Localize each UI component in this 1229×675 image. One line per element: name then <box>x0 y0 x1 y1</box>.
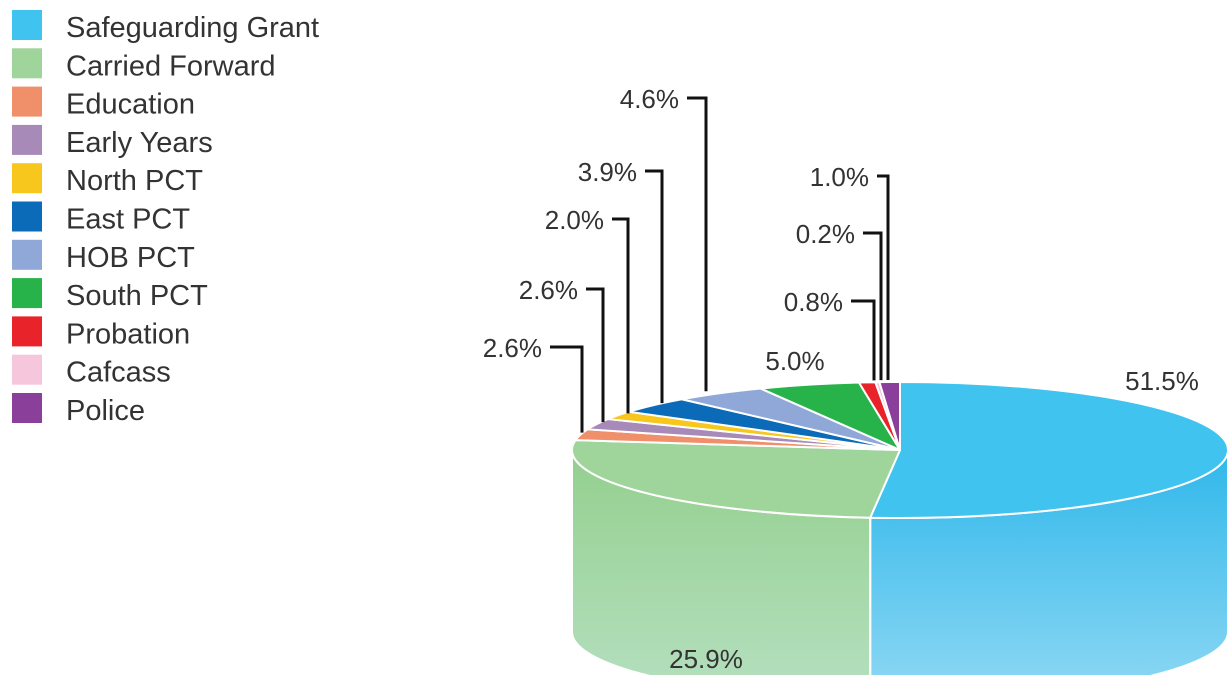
legend-item-education: Education <box>12 86 195 121</box>
legend-swatch-education <box>12 86 42 117</box>
legend-swatch-early-years <box>12 124 42 155</box>
legend-swatch-east-pct <box>12 201 42 232</box>
leader-line-hob-pct <box>687 96 708 392</box>
leader-line-cafcass <box>863 231 883 381</box>
pie-side-walls <box>571 449 1229 675</box>
legend-swatch-south-pct <box>12 278 42 309</box>
leader-line-early-years <box>586 287 605 423</box>
data-label-early-years: 2.6% <box>519 275 578 305</box>
legend-item-south-pct: South PCT <box>12 278 208 312</box>
legend-label-police: Police <box>66 395 145 427</box>
legend-label-cafcass: Cafcass <box>66 357 171 389</box>
leader-lines <box>550 96 890 433</box>
data-labels: 51.5% 25.9% 2.6% 2.6% 2.0% 3.9% 4.6% 5.0% 0.8% 0.… <box>483 84 1199 674</box>
legend: Safeguarding Grant Carried Forward Educati… <box>12 10 319 427</box>
legend-label-east-pct: East PCT <box>66 204 190 236</box>
legend-item-police: Police <box>12 393 145 427</box>
legend-item-early-years: Early Years <box>12 124 213 159</box>
leader-line-education <box>550 345 584 433</box>
legend-swatch-probation <box>12 316 42 347</box>
legend-label-probation: Probation <box>66 318 190 350</box>
legend-item-safeguarding-grant: Safeguarding Grant <box>12 10 319 44</box>
data-label-safeguarding-grant: 51.5% <box>1125 366 1199 396</box>
legend-swatch-carried-forward <box>12 48 42 79</box>
legend-item-east-pct: East PCT <box>12 201 190 236</box>
data-label-education: 2.6% <box>483 333 542 363</box>
legend-swatch-safeguarding-grant <box>12 10 42 40</box>
legend-label-hob-pct: HOB PCT <box>66 242 195 274</box>
legend-label-south-pct: South PCT <box>66 280 208 312</box>
legend-item-hob-pct: HOB PCT <box>12 239 195 274</box>
legend-label-carried-forward: Carried Forward <box>66 50 276 82</box>
legend-swatch-police <box>12 393 42 423</box>
data-label-police: 1.0% <box>810 162 869 192</box>
legend-label-early-years: Early Years <box>66 127 213 159</box>
legend-swatch-hob-pct <box>12 239 42 270</box>
data-label-carried-forward: 25.9% <box>669 644 743 674</box>
data-label-north-pct: 2.0% <box>545 205 604 235</box>
legend-item-probation: Probation <box>12 316 190 350</box>
legend-item-north-pct: North PCT <box>12 163 203 197</box>
leader-line-north-pct <box>612 217 630 414</box>
pie-slice-carried-forward <box>571 439 901 519</box>
legend-item-carried-forward: Carried Forward <box>12 48 276 82</box>
legend-label-north-pct: North PCT <box>66 165 203 197</box>
legend-swatch-cafcass <box>12 354 42 385</box>
pie-top-surface <box>571 381 1229 519</box>
pie-slice-safeguarding-grant <box>869 381 1229 519</box>
legend-label-education: Education <box>66 89 195 121</box>
legend-swatch-north-pct <box>12 163 42 194</box>
leader-line-police <box>877 174 890 381</box>
data-label-east-pct: 3.9% <box>578 157 637 187</box>
legend-item-cafcass: Cafcass <box>12 354 171 389</box>
pie-slice-police <box>878 381 901 451</box>
data-label-probation: 0.8% <box>784 287 843 317</box>
leader-line-probation <box>851 299 876 381</box>
data-label-hob-pct: 4.6% <box>620 84 679 114</box>
data-label-cafcass: 0.2% <box>796 219 855 249</box>
leader-line-east-pct <box>645 169 664 404</box>
data-label-south-pct: 5.0% <box>765 346 824 376</box>
legend-label-safeguarding-grant: Safeguarding Grant <box>66 12 319 44</box>
